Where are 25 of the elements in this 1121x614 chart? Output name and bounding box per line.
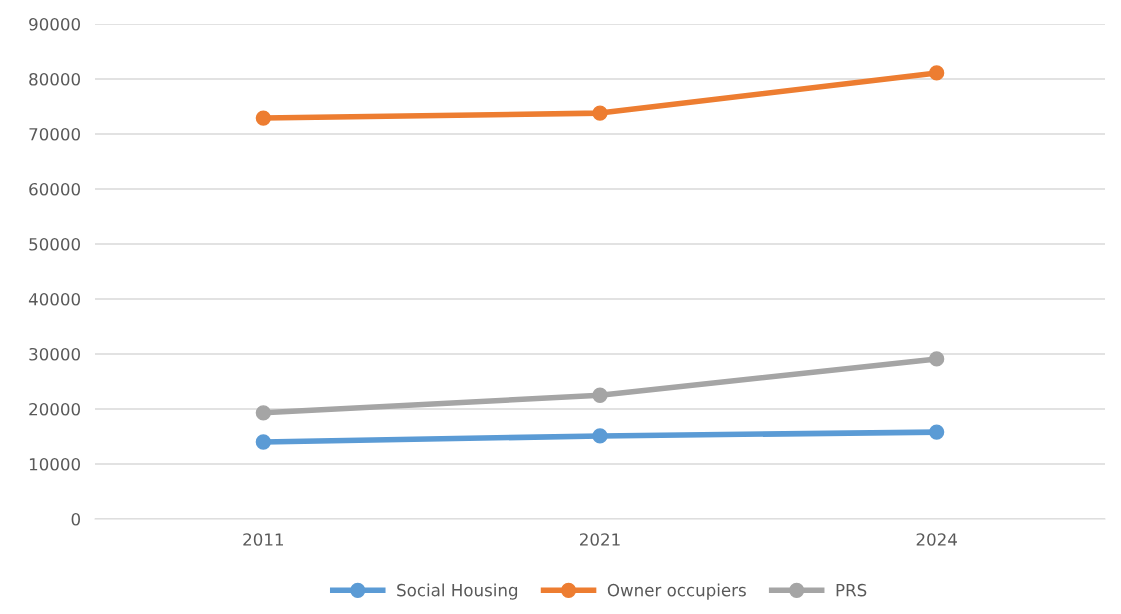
point bbox=[255, 110, 271, 126]
point bbox=[255, 405, 271, 421]
point bbox=[929, 424, 945, 440]
y-tick-label: 10000 bbox=[29, 457, 80, 471]
legend-label: PRS bbox=[836, 583, 867, 597]
y-tick-label: 20000 bbox=[29, 402, 80, 416]
point bbox=[592, 105, 608, 121]
point bbox=[929, 65, 945, 81]
point bbox=[592, 428, 608, 444]
x-tick-label: 2024 bbox=[916, 533, 957, 546]
y-tick-label: 50000 bbox=[29, 237, 80, 251]
y-tick-label: 90000 bbox=[29, 17, 80, 31]
y-tick-label: 70000 bbox=[29, 127, 80, 141]
point bbox=[592, 387, 608, 403]
point bbox=[255, 434, 271, 450]
point bbox=[929, 351, 945, 367]
x-tick-label: 2021 bbox=[580, 533, 620, 546]
y-tick-label: 80000 bbox=[29, 72, 80, 86]
y-tick-label: 40000 bbox=[28, 292, 80, 306]
legend-label: Social Housing bbox=[397, 583, 518, 600]
x-tick-label: 2011 bbox=[243, 533, 283, 546]
y-tick-label: 30000 bbox=[29, 347, 80, 361]
y-tick-label: 60000 bbox=[29, 182, 80, 196]
legend-label: Owner occupiers bbox=[607, 583, 746, 600]
y-tick-label: 0 bbox=[71, 512, 80, 526]
